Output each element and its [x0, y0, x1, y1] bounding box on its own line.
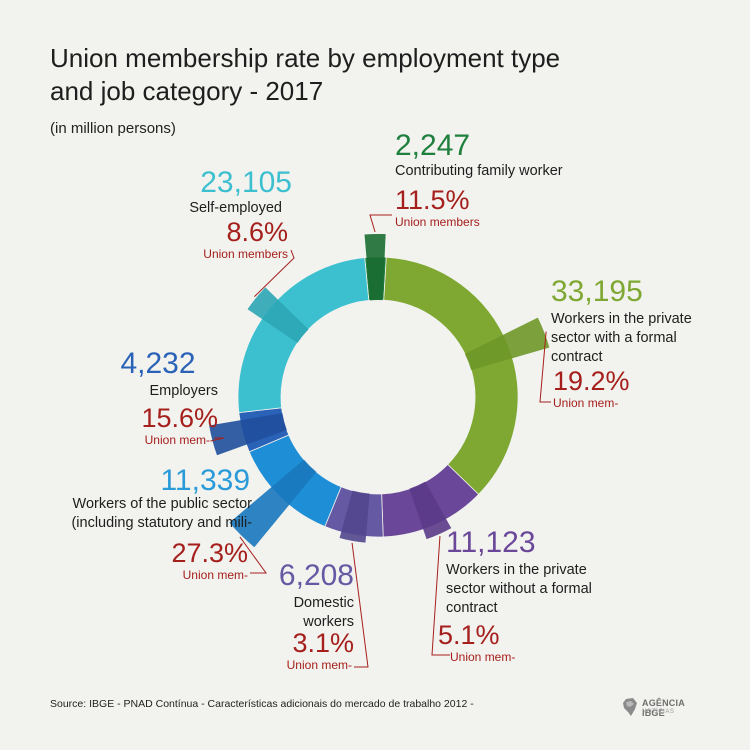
chart-subtitle: (in million persons)	[50, 120, 176, 137]
slice-name: Workers in the private sector with a for…	[551, 311, 692, 365]
chart-title: Union membership rate by employment type…	[50, 43, 561, 106]
union-rate-caption: Union mem-	[182, 568, 248, 582]
union-rate: 3.1%	[292, 628, 354, 658]
slice-name: Contributing family worker	[395, 163, 563, 179]
union-rate-spikes	[209, 233, 550, 548]
label-connectors	[210, 214, 551, 668]
label-connector	[369, 214, 392, 233]
public-sector-name-box: Workers of the public sector (including …	[40, 495, 252, 533]
union-rate: 8.6%	[226, 217, 288, 247]
logo-subtext: NOTÍCIAS	[642, 709, 675, 715]
label-connector	[254, 249, 295, 297]
union-rate-spike	[229, 459, 317, 548]
union-rate-caption: Union members	[395, 215, 480, 229]
union-rate-employers: 15.6% Union mem-	[90, 403, 218, 448]
union-rate-formal-private: 19.2% Union mem-	[553, 366, 630, 411]
slice-value: 11,123	[446, 526, 536, 559]
slice-value: 33,195	[551, 275, 643, 308]
union-rate-caption: Union mem-	[450, 650, 516, 664]
union-rate-caption: Union members	[203, 247, 288, 261]
slice-name: Self-employed	[189, 200, 282, 216]
union-rate-public-sector: 27.3% Union mem-	[130, 538, 248, 583]
union-rate-spike	[464, 317, 550, 371]
label-connector	[351, 542, 369, 668]
union-rate: 11.5%	[395, 185, 470, 215]
slice-label-public-sector: 11,339	[40, 465, 252, 497]
slice-label-employers: 4,232 Employers	[90, 348, 218, 401]
source-note: Source: IBGE - PNAD Contínua - Caracterí…	[50, 698, 474, 710]
logo-text: AGÊNCIA IBGE	[642, 698, 685, 718]
slice-label-self-employed: 23,105 Self-employed	[150, 167, 292, 218]
union-rate: 15.6%	[141, 403, 218, 433]
union-rate-spike	[409, 481, 452, 540]
slice-value: 4,232	[120, 347, 196, 380]
union-rate-spike	[339, 490, 370, 543]
slice-value: 23,105	[200, 166, 292, 199]
donut-slice[interactable]	[383, 256, 519, 495]
union-rate-caption: Union mem-	[286, 658, 352, 672]
union-rate-spike	[364, 233, 386, 301]
brazil-map-icon	[623, 698, 637, 716]
union-rate: 19.2%	[553, 366, 630, 396]
union-rate-informal-private: 5.1% Union mem-	[438, 620, 515, 665]
donut-slice[interactable]	[237, 257, 370, 414]
slice-name: Domestic workers	[293, 595, 354, 630]
union-rate-spike	[247, 287, 309, 343]
label-connector	[431, 535, 450, 656]
union-rate-domestic: 3.1% Union mem-	[250, 628, 354, 673]
agencia-ibge-logo[interactable]: AGÊNCIA IBGE NOTÍCIAS	[622, 697, 702, 719]
slice-value: 11,339	[160, 464, 250, 497]
union-rate-caption: Union mem-	[553, 396, 619, 410]
slice-label-family-worker: 2,247 Contributing family worker 11.5% U…	[395, 130, 563, 230]
slice-value: 2,247	[395, 129, 471, 162]
slice-name: Workers of the public sector (including …	[71, 496, 252, 531]
slice-name: Employers	[149, 383, 219, 399]
union-rate: 5.1%	[438, 620, 500, 650]
slice-name: Workers in the private sector without a …	[446, 562, 592, 616]
union-rate-self-employed: 8.6% Union members	[150, 217, 288, 262]
union-rate-spike	[209, 413, 287, 456]
slice-label-informal-private: 11,123 Workers in the private sector wit…	[446, 527, 626, 618]
union-rate: 27.3%	[171, 538, 248, 568]
slice-value: 6,208	[278, 559, 354, 592]
label-connector	[239, 536, 267, 574]
slice-label-formal-private: 33,195 Workers in the private sector wit…	[551, 276, 711, 367]
slice-label-domestic: 6,208 Domestic workers	[250, 560, 354, 632]
label-connector	[539, 331, 551, 403]
label-connector	[210, 437, 225, 442]
union-rate-caption: Union mem-	[144, 433, 210, 447]
